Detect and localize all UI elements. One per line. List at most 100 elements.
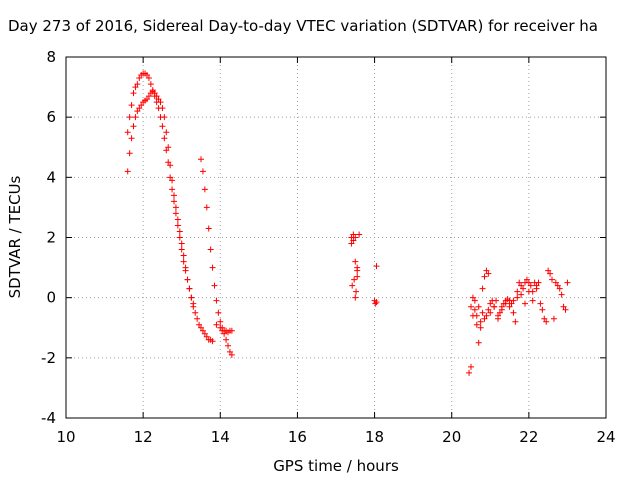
data-point [547, 270, 554, 277]
data-point [201, 330, 208, 337]
data-point [481, 315, 488, 322]
data-point [225, 342, 231, 349]
data-point [498, 306, 505, 313]
data-point [349, 282, 356, 289]
series-segment-3-lower [469, 285, 540, 325]
x-axis-label: GPS time / hours [273, 457, 399, 475]
data-point [199, 327, 206, 334]
data-point [529, 297, 536, 304]
data-point [215, 309, 222, 316]
data-point [136, 75, 143, 82]
data-point [485, 306, 492, 313]
data-point [153, 93, 160, 100]
data-point [543, 318, 550, 325]
data-point [373, 263, 380, 270]
data-point [352, 294, 359, 301]
data-point [217, 324, 224, 331]
data-point [169, 177, 176, 184]
data-point [475, 303, 482, 310]
data-point [138, 102, 145, 109]
data-point [223, 336, 230, 343]
data-point [132, 114, 139, 121]
y-tick-label: -4 [41, 409, 56, 427]
x-tick-label: 16 [288, 428, 307, 446]
data-point [351, 276, 358, 283]
data-point [180, 258, 187, 265]
data-point [163, 129, 170, 136]
x-tick-label: 14 [211, 428, 230, 446]
data-point [354, 267, 361, 274]
data-point [205, 225, 212, 232]
data-point [126, 150, 133, 157]
data-point [535, 279, 542, 286]
x-tick-label: 18 [365, 428, 384, 446]
data-point [350, 237, 357, 244]
data-point [471, 306, 478, 313]
data-point [483, 312, 490, 319]
data-point [180, 252, 187, 259]
data-point [556, 285, 563, 292]
data-point [508, 300, 515, 307]
data-point [128, 102, 135, 109]
data-point [151, 90, 158, 97]
data-point [126, 114, 133, 121]
y-tick-label: 2 [46, 229, 56, 247]
data-point [483, 267, 490, 274]
data-point [518, 282, 525, 289]
data-point [481, 273, 488, 280]
data-point [167, 174, 174, 181]
series-segment-2 [348, 231, 380, 307]
data-point [145, 75, 152, 82]
data-point [209, 338, 216, 345]
data-point [562, 306, 569, 313]
data-point [192, 309, 199, 316]
data-point [147, 81, 154, 88]
data-point [485, 270, 492, 277]
data-point [510, 297, 517, 304]
data-point [194, 315, 201, 322]
data-point [516, 279, 523, 286]
data-point [157, 99, 164, 106]
y-tick-label: 8 [46, 48, 56, 66]
data-point [165, 144, 172, 151]
y-tick-label: 0 [46, 289, 56, 307]
data-point [217, 318, 224, 325]
data-point [469, 294, 476, 301]
data-point [354, 273, 361, 280]
data-point [533, 285, 540, 292]
data-point [525, 288, 532, 295]
data-point [203, 333, 210, 340]
data-point [514, 288, 521, 295]
data-point [178, 246, 185, 253]
data-point [539, 306, 546, 313]
y-tick-label: -2 [41, 349, 56, 367]
data-point [171, 192, 177, 199]
data-point [468, 303, 474, 310]
x-tick-label: 24 [596, 428, 615, 446]
data-point [506, 303, 513, 310]
data-point [552, 279, 559, 286]
data-point [475, 339, 482, 346]
data-point [495, 315, 501, 322]
data-point [471, 297, 478, 304]
data-point [468, 363, 474, 370]
y-tick-label: 4 [46, 168, 56, 186]
data-point [525, 279, 532, 286]
data-point [564, 279, 571, 286]
data-points [124, 70, 571, 376]
data-point [172, 210, 179, 217]
data-point [203, 204, 210, 211]
data-point [155, 96, 162, 103]
data-point [518, 291, 525, 298]
data-point [226, 348, 233, 355]
data-point [477, 324, 484, 331]
data-point [144, 96, 150, 103]
data-point [493, 297, 500, 304]
data-point [353, 288, 360, 295]
data-point [201, 186, 208, 193]
data-point [348, 240, 355, 247]
data-point [502, 300, 509, 307]
data-point [171, 198, 177, 205]
data-point [512, 318, 519, 325]
data-point [144, 72, 150, 79]
